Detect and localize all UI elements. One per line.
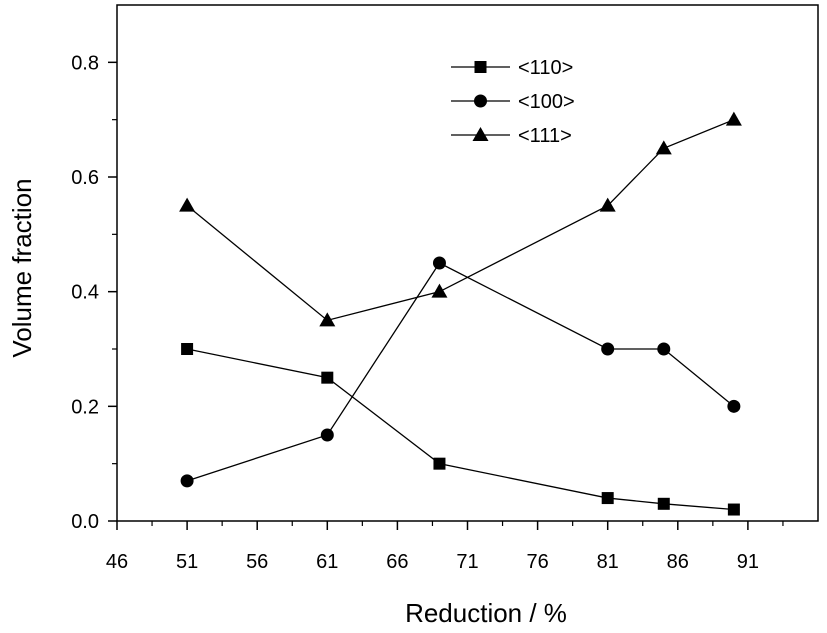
x-tick-label: 56 [246, 551, 268, 573]
data-point [433, 457, 446, 470]
series-triangle [179, 111, 742, 327]
x-tick-label: 66 [386, 551, 408, 573]
y-tick-label: 0.2 [71, 396, 99, 418]
y-tick-label: 0.4 [71, 282, 99, 304]
series-line [186, 348, 734, 511]
data-point [180, 474, 194, 488]
plot-frame [116, 4, 819, 522]
x-tick-label: 86 [667, 551, 689, 573]
legend-item: <110> [451, 57, 573, 79]
x-tick-label: 91 [737, 551, 759, 573]
data-point [727, 399, 741, 413]
series-square [181, 343, 740, 516]
data-point [657, 342, 671, 356]
legend-label: <111> [518, 125, 572, 147]
series-circle [180, 256, 741, 488]
data-point [431, 283, 448, 298]
x-tick-label: 61 [316, 551, 338, 573]
legend-marker [474, 94, 487, 108]
x-axis-ticks: 46 51 56 61 66 71 76 81 86 91 [106, 521, 784, 573]
x-tick-label: 76 [526, 551, 548, 573]
series-line [186, 119, 735, 322]
data-point [599, 197, 616, 212]
y-tick-label: 0.8 [71, 52, 99, 74]
chart-legend: <110> <100> <111> [451, 57, 575, 147]
series-line [186, 262, 735, 482]
legend-item: <100> [451, 91, 575, 113]
legend-marker [472, 127, 489, 141]
data-point [601, 342, 615, 356]
x-tick-label: 81 [597, 551, 619, 573]
data-point [727, 503, 740, 516]
y-axis-title: Volume fraction [7, 178, 37, 357]
y-tick-label: 0.0 [71, 511, 99, 533]
y-axis-ticks: 0.0 0.2 0.4 0.6 0.8 [71, 52, 117, 533]
data-point [320, 428, 334, 442]
x-axis-title: Reduction / % [405, 598, 567, 628]
x-tick-label: 46 [106, 551, 128, 573]
chart-series [179, 111, 742, 516]
data-point [655, 140, 672, 155]
data-point [432, 256, 446, 270]
legend-item: <111> [451, 125, 572, 147]
data-point [725, 111, 742, 126]
legend-label: <110> [518, 57, 573, 79]
data-point [321, 371, 334, 384]
data-point [657, 497, 670, 510]
x-tick-label: 71 [456, 551, 478, 573]
chart-axes [116, 4, 819, 522]
x-tick-label: 51 [176, 551, 198, 573]
y-tick-label: 0.6 [71, 167, 99, 189]
data-point [181, 343, 194, 355]
data-point [601, 492, 614, 505]
legend-label: <100> [518, 91, 575, 113]
legend-marker [474, 61, 487, 73]
data-point [179, 197, 196, 212]
data-point [319, 312, 336, 327]
